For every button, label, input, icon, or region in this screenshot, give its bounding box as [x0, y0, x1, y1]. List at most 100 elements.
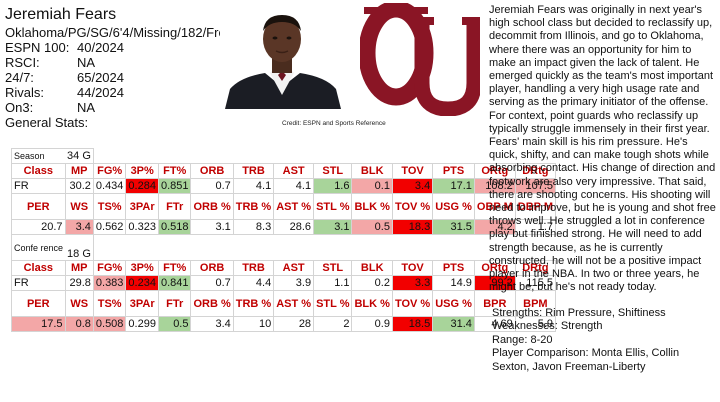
table-cell: ORB %	[190, 193, 234, 220]
conference-label: Confe rence	[11, 234, 66, 261]
table-cell: FTr	[157, 290, 192, 317]
strengths: Strengths: Rim Pressure, Shiftiness	[492, 307, 666, 319]
conference-row2-values: 17.5 0.8 0.508 0.299 0.5 3.4 10 28 2 0.9…	[11, 316, 557, 332]
table-cell: STL	[313, 260, 353, 276]
oklahoma-logo	[358, 0, 482, 117]
table-cell: PTS	[432, 163, 475, 179]
table-cell: 0.234	[125, 275, 159, 291]
table-cell: 3.1	[313, 219, 353, 235]
table-cell: 1.7	[514, 219, 557, 235]
season-header-row: Season 34 G	[11, 148, 556, 164]
table-cell: OBP M	[473, 193, 516, 220]
table-cell: 3.1	[190, 219, 234, 235]
table-cell: TRB %	[232, 290, 275, 317]
table-cell: 28	[273, 316, 315, 332]
table-cell: FT%	[157, 163, 192, 179]
table-cell: 3P%	[125, 163, 159, 179]
table-cell: 20.7	[11, 219, 66, 235]
table-cell: TRB	[232, 260, 275, 276]
table-cell: TRB %	[232, 193, 275, 220]
table-cell: 3.9	[273, 275, 315, 291]
table-cell: 0.284	[125, 178, 159, 194]
table-cell: DRtg	[514, 260, 557, 276]
table-cell: WS	[64, 290, 94, 317]
table-cell: BLK %	[351, 193, 393, 220]
table-cell: TS%	[92, 193, 127, 220]
table-cell: 5.9	[514, 316, 557, 332]
table-cell: STL %	[313, 193, 353, 220]
conference-games: 18 G	[65, 234, 94, 261]
table-cell: USG %	[432, 193, 475, 220]
table-cell: ORB	[190, 260, 234, 276]
table-cell: 0.7	[190, 275, 234, 291]
rank-rsci: RSCI: NA	[5, 55, 96, 70]
weaknesses: Weaknesses: Strength	[492, 320, 603, 333]
table-cell: 31.4	[432, 316, 475, 332]
table-cell: AST	[273, 260, 315, 276]
table-cell: 17.5	[11, 316, 66, 332]
table-cell: 14.9	[432, 275, 475, 291]
table-cell: FT%	[157, 260, 192, 276]
table-cell: 0.5	[157, 316, 192, 332]
season-row2-values: 20.7 3.4 0.562 0.323 0.518 3.1 8.3 28.6 …	[11, 219, 557, 235]
table-cell: TS%	[92, 290, 127, 317]
table-cell: 1.1	[313, 275, 353, 291]
rank-rivals: Rivals: 44/2024	[5, 85, 124, 100]
table-cell: 0.508	[92, 316, 127, 332]
table-cell: 31.5	[432, 219, 475, 235]
table-cell: ORB %	[190, 290, 234, 317]
table-cell: 99.2	[473, 275, 516, 291]
table-cell: FR	[11, 275, 66, 291]
scouting-summary: Strengths: Rim Pressure, Shiftiness Weak…	[492, 307, 718, 374]
conference-row2-headers: PER WS TS% 3PAr FTr ORB % TRB % AST % ST…	[11, 290, 557, 317]
table-cell: TOV %	[391, 290, 434, 317]
table-cell: FG%	[92, 260, 127, 276]
table-cell: PER	[11, 193, 66, 220]
table-cell: WS	[64, 193, 94, 220]
table-cell: 3.3	[391, 275, 434, 291]
table-cell: 18.3	[391, 219, 434, 235]
table-cell: 0.434	[92, 178, 127, 194]
season-row1-values: FR 30.2 0.434 0.284 0.851 0.7 4.1 4.1 1.…	[11, 178, 557, 194]
table-cell: PTS	[432, 260, 475, 276]
table-cell: 1.6	[313, 178, 353, 194]
table-cell: 4.1	[273, 178, 315, 194]
conference-row1-values: FR 29.8 0.383 0.234 0.841 0.7 4.4 3.9 1.…	[11, 275, 557, 291]
player-info: Jeremiah Fears Oklahoma/PG/SG/6'4/Missin…	[5, 6, 283, 130]
photo-credit: Credit: ESPN and Sports Reference	[282, 120, 386, 127]
table-cell: AST	[273, 163, 315, 179]
table-cell: FR	[11, 178, 66, 194]
table-cell: 3.4	[391, 178, 434, 194]
table-cell: 3.4	[190, 316, 234, 332]
table-cell: 4.1	[232, 178, 275, 194]
scouting-report: Jeremiah Fears was originally in next ye…	[489, 4, 716, 294]
conference-header-row: Confe rence 18 G	[11, 234, 556, 261]
table-cell: MP	[64, 163, 94, 179]
table-cell: 0.562	[92, 219, 127, 235]
table-cell: 0.5	[351, 219, 393, 235]
table-cell: TRB	[232, 163, 275, 179]
player-photo	[220, 9, 345, 109]
table-cell: BLK %	[351, 290, 393, 317]
table-cell: 4.4	[232, 275, 275, 291]
table-cell: 0.2	[351, 275, 393, 291]
rank-espn: ESPN 100: 40/2024	[5, 40, 124, 55]
player-name: Jeremiah Fears	[5, 6, 117, 23]
table-cell: FTr	[157, 193, 192, 220]
season-row2-headers: PER WS TS% 3PAr FTr ORB % TRB % AST % ST…	[11, 193, 557, 220]
draft-range: Range: 8-20	[492, 333, 553, 346]
table-cell: MP	[64, 260, 94, 276]
table-cell: 0.383	[92, 275, 127, 291]
table-cell: BLK	[351, 163, 393, 179]
rank-247: 24/7: 65/2024	[5, 70, 124, 85]
table-cell: 10	[232, 316, 275, 332]
general-stats-label: General Stats:	[5, 115, 89, 130]
table-cell: 30.2	[64, 178, 94, 194]
table-cell: 18.5	[391, 316, 434, 332]
table-cell: STL %	[313, 290, 353, 317]
table-cell: PER	[11, 290, 66, 317]
table-cell: 0.8	[64, 316, 94, 332]
table-cell: TOV %	[391, 193, 434, 220]
table-cell: 0.1	[351, 178, 393, 194]
table-cell: 28.6	[273, 219, 315, 235]
